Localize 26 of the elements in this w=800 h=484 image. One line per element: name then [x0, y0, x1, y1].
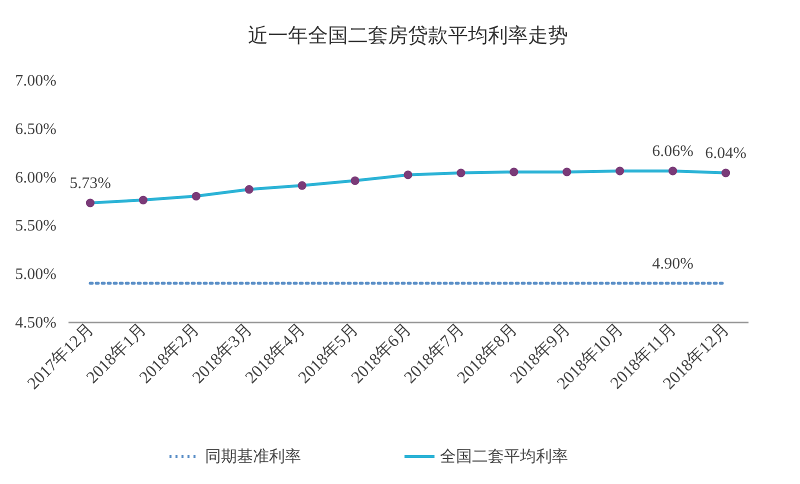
data-label: 6.04% — [705, 144, 746, 162]
point — [192, 192, 200, 200]
legend-label: 全国二套平均利率 — [440, 448, 568, 466]
y-tick-label: 5.00% — [15, 266, 56, 284]
point — [404, 170, 412, 180]
point — [138, 196, 148, 204]
chart-title: 近一年全国二套房贷款平均利率走势 — [248, 25, 568, 47]
data-label: 5.73% — [70, 174, 111, 192]
point — [721, 168, 730, 178]
point — [616, 166, 624, 176]
data-label: 4.90% — [652, 255, 694, 272]
y-tick-label: 6.50% — [15, 120, 56, 138]
point — [668, 166, 678, 176]
data-label: 6.06% — [652, 142, 694, 160]
point — [244, 185, 254, 194]
point — [350, 176, 360, 185]
legend-label: 同期基准利率 — [205, 448, 301, 466]
point — [298, 181, 306, 190]
point — [510, 168, 518, 176]
point — [562, 168, 572, 176]
y-tick-label: 6.00% — [15, 169, 56, 186]
point — [86, 198, 95, 208]
y-tick-label: 5.50% — [15, 218, 56, 235]
point — [456, 168, 466, 178]
y-tick-label: 4.50% — [15, 314, 56, 332]
y-tick-label: 7.00% — [15, 72, 56, 90]
